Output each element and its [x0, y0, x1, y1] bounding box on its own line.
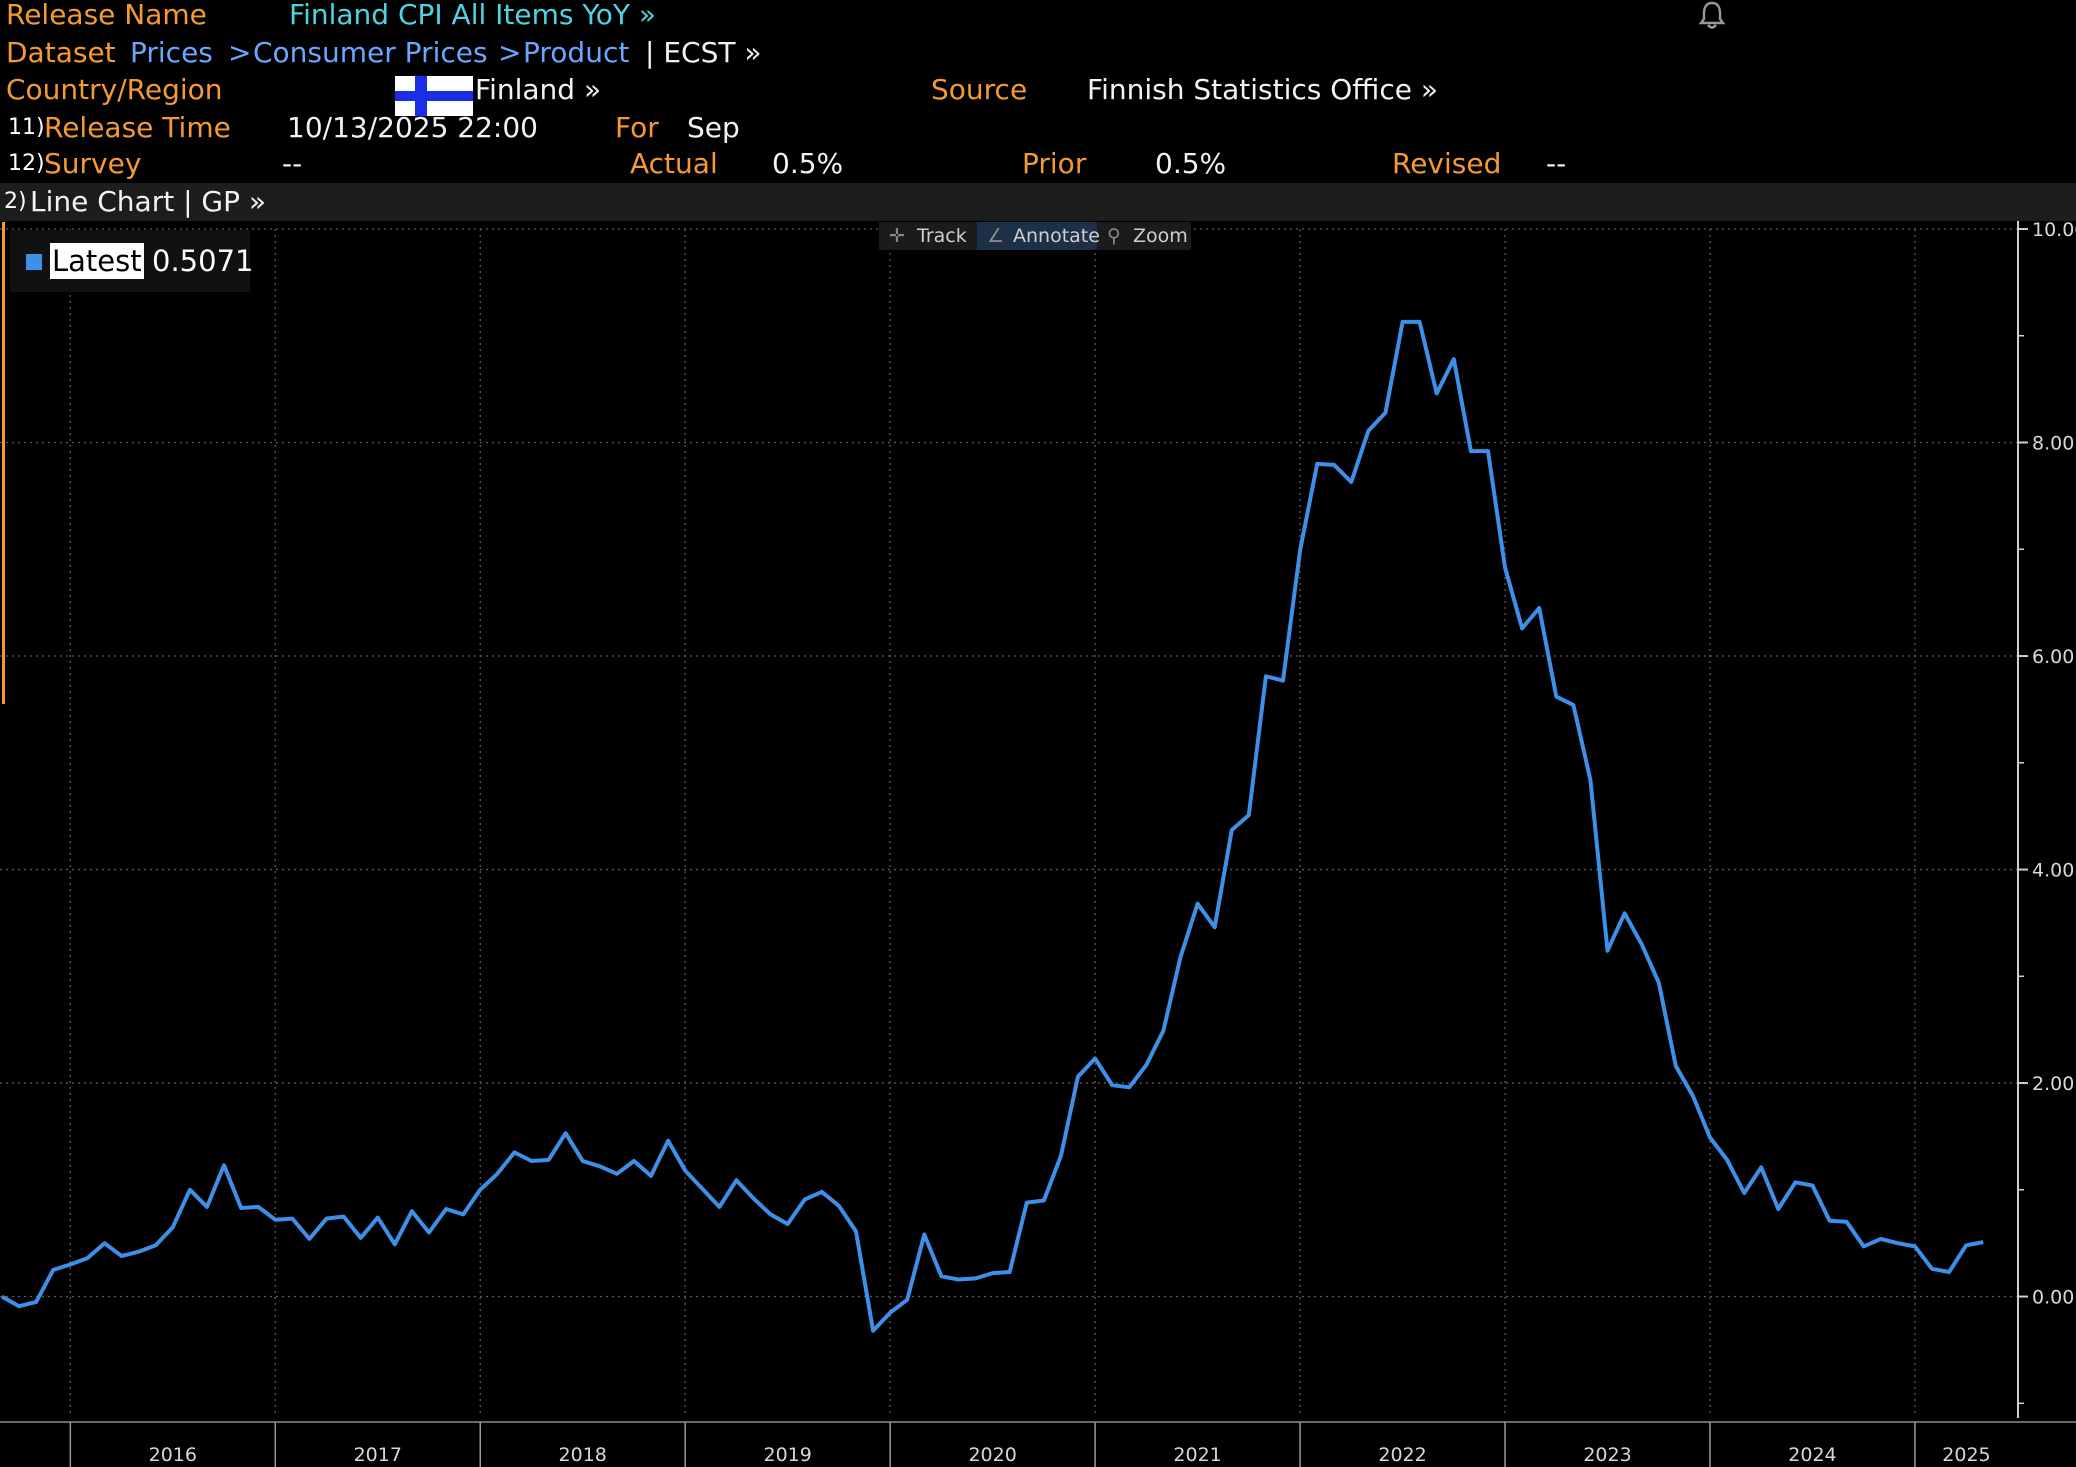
legend-swatch — [26, 254, 42, 270]
annotate-tool[interactable]: ∠ Annotate — [977, 222, 1100, 250]
line-chart[interactable]: 10.00 8.00 6.00 4.00 2.00 0.00 2016 2017 2018 201… — [0, 221, 2076, 1467]
legend-value: 0.5071 — [152, 244, 254, 278]
survey-value: -- — [282, 147, 303, 180]
chart-toolbar: ✛ Track ∠ Annotate ⚲ Zoom — [879, 222, 1191, 250]
breadcrumb-consumer-prices[interactable]: Consumer Prices — [253, 36, 488, 69]
zoom-label: Zoom — [1133, 225, 1188, 247]
country-link[interactable]: Finland » — [475, 73, 602, 106]
x-tick-label: 2017 — [354, 1444, 402, 1466]
series-line-latest[interactable] — [1, 319, 1984, 1333]
x-tick-label: 2025 — [1942, 1444, 1990, 1466]
source-link[interactable]: Finnish Statistics Office » — [1087, 73, 1439, 106]
release-time-value: 10/13/2025 22:00 — [287, 111, 538, 144]
for-value: Sep — [687, 111, 740, 144]
finland-flag-icon — [395, 76, 473, 116]
breadcrumb-product[interactable]: Product — [523, 36, 630, 69]
dataset-label: Dataset — [6, 36, 116, 69]
chart-type-selector[interactable]: Line Chart | GP » — [30, 185, 267, 218]
source-label: Source — [931, 73, 1028, 106]
country-label: Country/Region — [6, 73, 223, 106]
row-number-2[interactable]: 2) — [4, 189, 27, 214]
bell-icon[interactable] — [1698, 0, 1726, 30]
x-tick-label: 2023 — [1583, 1444, 1631, 1466]
dataset-suffix[interactable]: | ECST » — [645, 36, 762, 69]
legend-label: Latest — [50, 243, 144, 279]
y-tick-label: 6.00 — [2032, 646, 2074, 668]
breadcrumb-sep-1: > — [228, 36, 252, 69]
release-name-row: Release Name Finland CPI All Items YoY » — [0, 0, 2076, 33]
release-name-label: Release Name — [6, 0, 207, 31]
chart-axes: 10.00 8.00 6.00 4.00 2.00 0.00 2016 2017 2018 201… — [0, 221, 2076, 1467]
track-label: Track — [917, 225, 967, 247]
country-row: Country/Region Finland » Source Finnish … — [0, 71, 2076, 116]
release-time-row: 11) Release Time 10/13/2025 22:00 For Se… — [0, 109, 2076, 146]
row-number-12[interactable]: 12) — [8, 151, 45, 176]
x-tick-label: 2024 — [1788, 1444, 1836, 1466]
y-tick-label: 8.00 — [2032, 433, 2074, 455]
chart-grid — [0, 228, 2018, 1414]
x-tick-label: 2016 — [149, 1444, 197, 1466]
breadcrumb-sep-2: > — [498, 36, 522, 69]
actual-label: Actual — [630, 147, 718, 180]
chart-type-bar: 2) Line Chart | GP » — [0, 183, 2076, 221]
x-tick-label: 2022 — [1378, 1444, 1426, 1466]
y-tick-label: 0.00 — [2032, 1287, 2074, 1309]
prior-value: 0.5% — [1155, 147, 1227, 180]
y-tick-label: 4.00 — [2032, 860, 2074, 882]
pencil-icon: ∠ — [987, 225, 1005, 247]
left-edge-marker — [2, 222, 5, 704]
zoom-tool[interactable]: ⚲ Zoom — [1097, 222, 1191, 250]
release-time-label[interactable]: Release Time — [44, 111, 231, 144]
revised-label: Revised — [1392, 147, 1502, 180]
x-tick-label: 2018 — [559, 1444, 607, 1466]
y-tick-label: 10.00 — [2032, 221, 2076, 241]
for-label: For — [615, 111, 659, 144]
x-tick-label: 2020 — [968, 1444, 1016, 1466]
crosshair-icon: ✛ — [889, 225, 905, 247]
revised-value: -- — [1546, 147, 1567, 180]
dataset-row: Dataset Prices > Consumer Prices > Produ… — [0, 34, 2076, 71]
prior-label: Prior — [1022, 147, 1087, 180]
survey-row: 12) Survey -- Actual 0.5% Prior 0.5% Rev… — [0, 145, 2076, 182]
magnifier-icon: ⚲ — [1107, 225, 1121, 247]
release-name-link[interactable]: Finland CPI All Items YoY » — [289, 0, 657, 31]
breadcrumb-prices[interactable]: Prices — [130, 36, 213, 69]
chart-legend[interactable]: Latest 0.5071 — [10, 230, 254, 292]
x-tick-label: 2019 — [764, 1444, 812, 1466]
annotate-label: Annotate — [1013, 225, 1100, 247]
chart-series — [1, 319, 1984, 1333]
track-tool[interactable]: ✛ Track — [879, 222, 977, 250]
actual-value: 0.5% — [772, 147, 844, 180]
release-header: Release Name Finland CPI All Items YoY »… — [0, 0, 2076, 183]
y-tick-label: 2.00 — [2032, 1073, 2074, 1095]
row-number-11[interactable]: 11) — [8, 115, 45, 140]
x-tick-label: 2021 — [1173, 1444, 1221, 1466]
survey-label[interactable]: Survey — [44, 147, 142, 180]
